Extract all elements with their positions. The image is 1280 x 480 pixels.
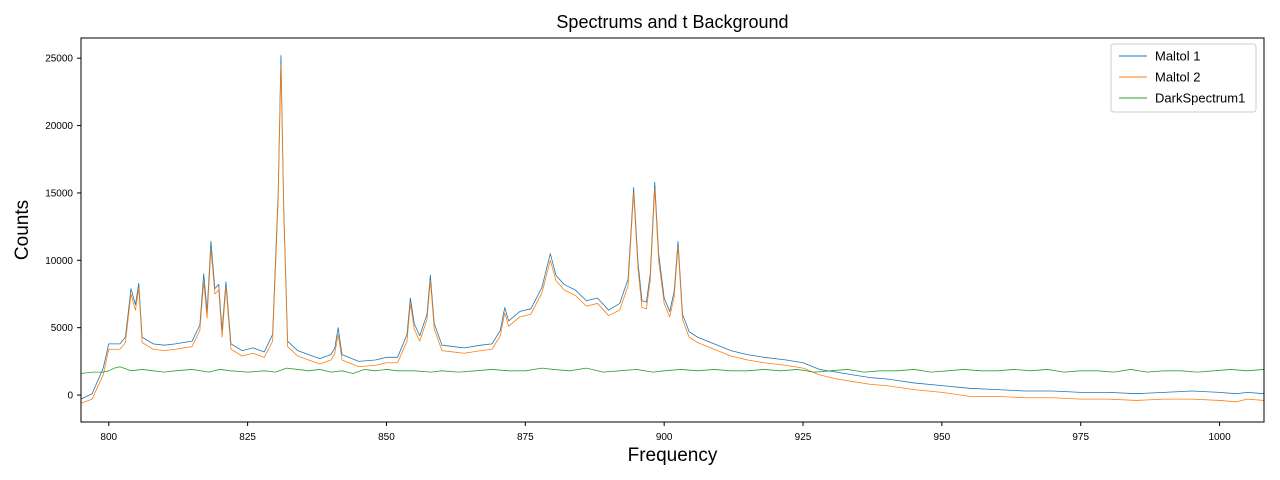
x-tick-label: 1000 xyxy=(1208,432,1231,443)
legend-label: DarkSpectrum1 xyxy=(1155,91,1245,106)
legend: Maltol 1 Maltol 2 DarkSpectrum1 xyxy=(1110,43,1257,113)
y-tick-label: 20000 xyxy=(45,121,73,132)
x-tick-label: 975 xyxy=(1072,432,1089,443)
x-tick-label: 875 xyxy=(517,432,534,443)
series-line-maltol-2 xyxy=(81,64,1264,404)
plot-frame xyxy=(80,37,1265,423)
chart-title: Spectrums and t Background xyxy=(556,12,788,32)
legend-label: Maltol 1 xyxy=(1155,49,1201,64)
y-tick-label: 10000 xyxy=(45,256,73,267)
x-tick-label: 800 xyxy=(100,432,117,443)
legend-label: Maltol 2 xyxy=(1155,70,1201,85)
y-axis-title: Counts xyxy=(12,200,33,260)
plot-area xyxy=(81,55,1264,404)
y-tick-label: 5000 xyxy=(51,323,74,334)
series-line-maltol-1 xyxy=(81,55,1264,400)
x-tick-label: 925 xyxy=(795,432,812,443)
axes: 800 825 850 875 900 925 950 975 1000050001000015… xyxy=(45,37,1265,443)
y-tick-label: 25000 xyxy=(45,54,73,65)
x-tick-label: 950 xyxy=(934,432,951,443)
x-tick-label: 900 xyxy=(656,432,673,443)
legend-box xyxy=(1110,43,1257,113)
y-tick-label: 15000 xyxy=(45,188,73,199)
y-tick-label: 0 xyxy=(67,391,73,402)
x-axis-title: Frequency xyxy=(628,445,718,466)
x-tick-label: 850 xyxy=(378,432,395,443)
x-tick-label: 825 xyxy=(239,432,256,443)
series-line-darkspectrum1 xyxy=(81,366,1264,374)
